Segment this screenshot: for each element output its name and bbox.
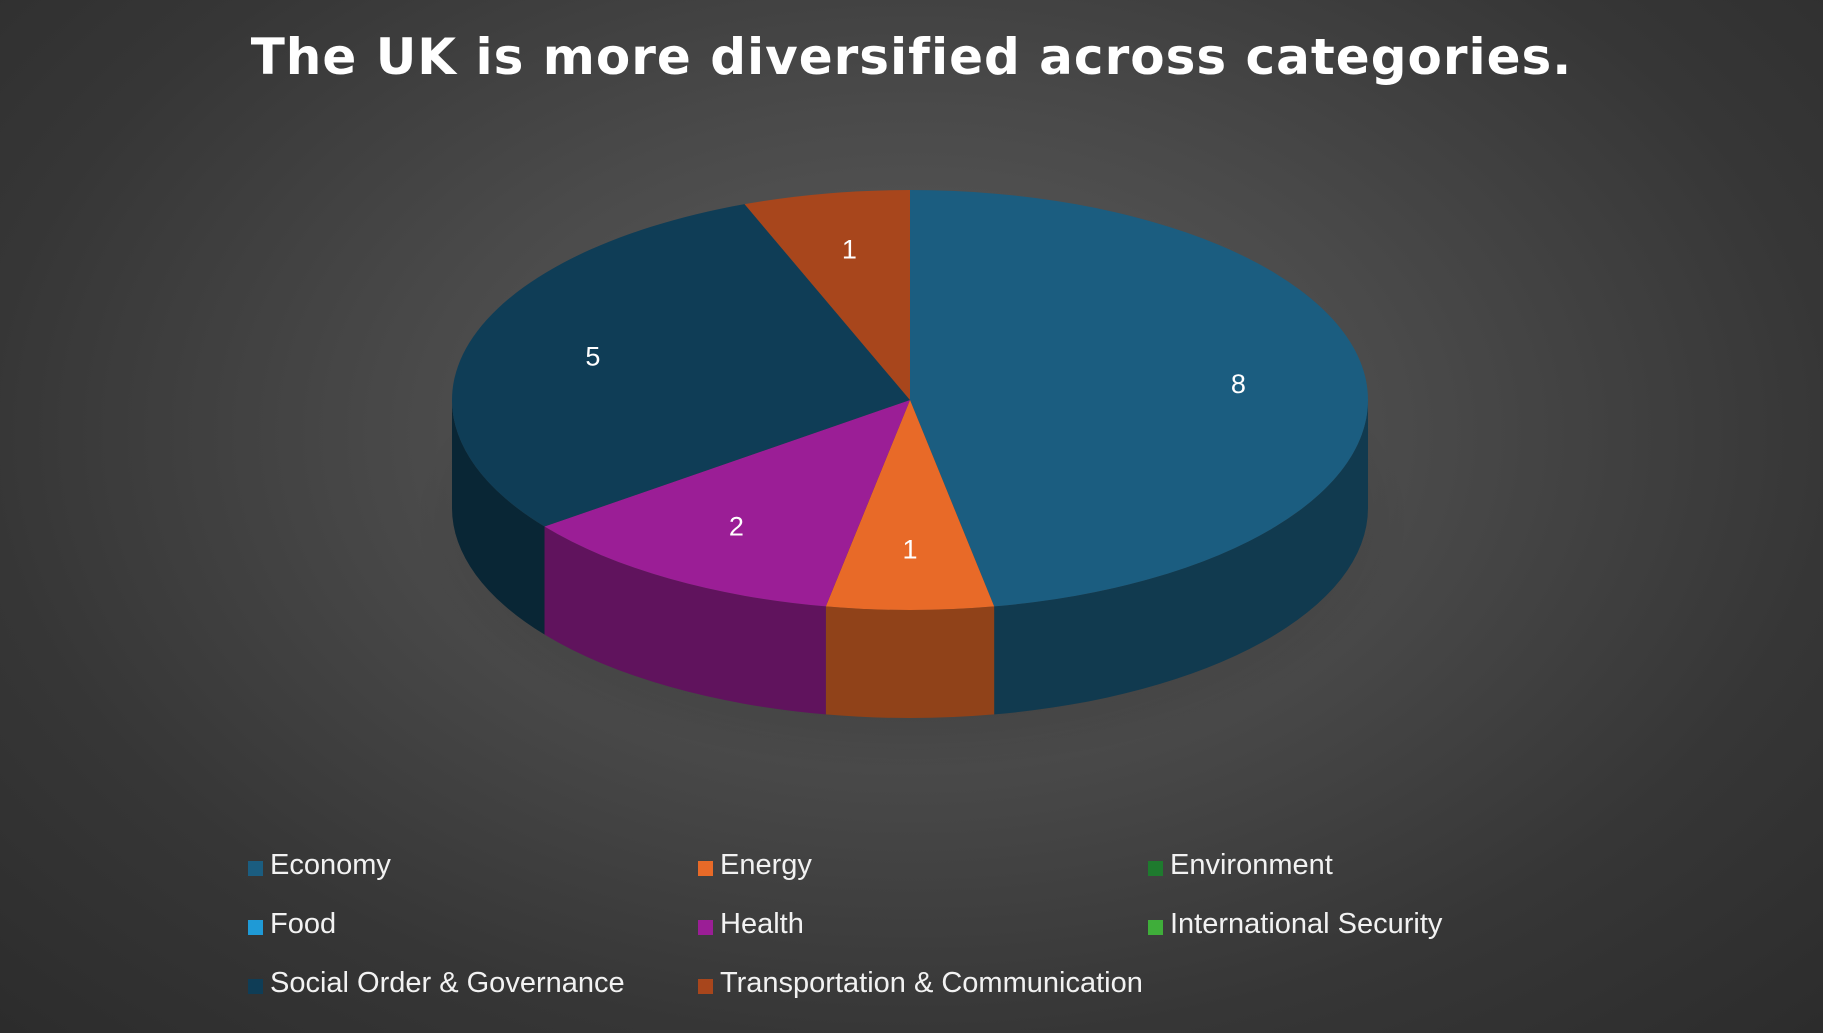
data-label-energy: 1 (902, 534, 917, 564)
pie-wall-health (544, 526, 826, 715)
legend-item-international-security: International Security (1148, 907, 1548, 942)
data-label-social-order-and-governance: 5 (585, 342, 600, 372)
legend-swatch (698, 920, 713, 935)
legend-label: Energy (720, 849, 812, 881)
pie-labels: 8 1 2 5 1 (585, 234, 1246, 564)
data-label-health: 2 (729, 512, 744, 542)
legend-swatch (1148, 861, 1163, 876)
legend-label: Health (720, 908, 804, 940)
chart-title: The UK is more diversified across catego… (250, 28, 1573, 86)
pie-slice-economy (910, 190, 1369, 607)
legend-swatch (698, 979, 713, 994)
pie-wall-social-order-and-governance (452, 400, 545, 635)
pie-slice-transportation-and-communication (744, 190, 910, 400)
legend-item-economy: Economy (248, 848, 698, 883)
legend-swatch (248, 861, 263, 876)
pie-slice-energy (825, 400, 995, 610)
legend-label: Social Order & Governance (270, 967, 625, 999)
legend-label: Economy (270, 849, 391, 881)
pie-wall-economy (994, 400, 1368, 715)
legend-item-energy: Energy (698, 848, 1148, 883)
legend-label: Environment (1170, 849, 1333, 881)
pie-walls (452, 400, 1368, 719)
pie-wall-energy (825, 606, 995, 719)
data-label-transportation-and-communication: 1 (842, 234, 857, 264)
legend-item-transportation-and-communication: Transportation & Communication (698, 966, 1148, 1001)
legend-label: Transportation & Communication (720, 967, 1143, 999)
legend-swatch (698, 861, 713, 876)
pie-top (452, 190, 1369, 610)
legend-item-environment: Environment (1148, 848, 1548, 883)
legend-item-health: Health (698, 907, 1148, 942)
legend: Economy Energy Environment Food Health Intern… (248, 848, 1548, 1001)
legend-swatch (1148, 920, 1163, 935)
pie-slice-health (544, 400, 910, 607)
legend-label: International Security (1170, 908, 1443, 940)
pie-slice-social-order-and-governance (452, 204, 910, 527)
legend-label: Food (270, 908, 337, 940)
legend-item-food: Food (248, 907, 698, 942)
legend-swatch (248, 920, 263, 935)
legend-swatch (248, 979, 263, 994)
data-label-economy: 8 (1231, 369, 1246, 399)
legend-item-social-order-and-governance: Social Order & Governance (248, 966, 698, 1001)
